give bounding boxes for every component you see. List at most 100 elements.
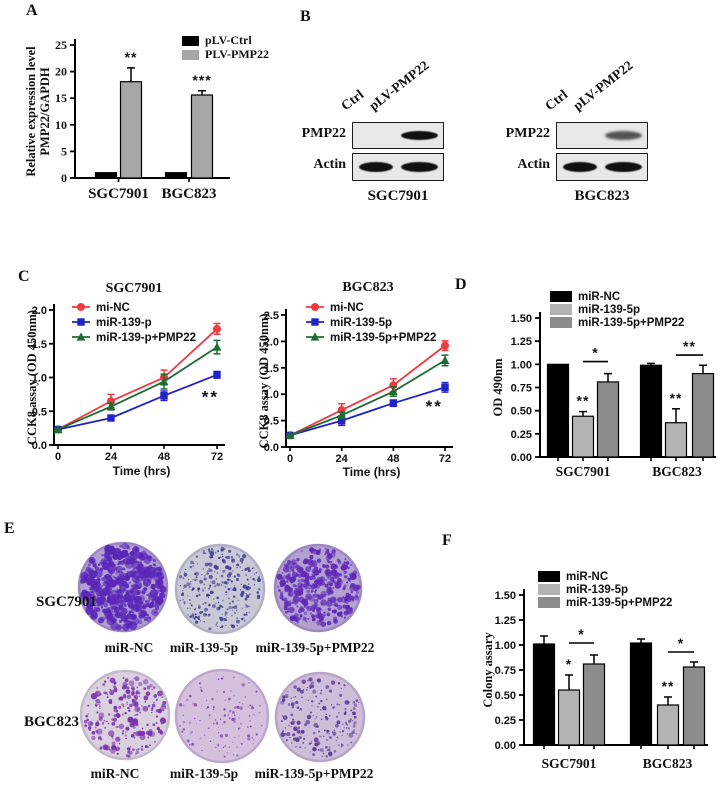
colony-dot <box>233 587 236 589</box>
colony-dot <box>310 561 316 567</box>
colony-dot <box>331 579 335 583</box>
colony-dot <box>221 723 224 725</box>
x-tick-label: 72 <box>211 451 223 463</box>
colony-dot <box>335 723 339 728</box>
colony-dot <box>341 730 345 733</box>
colony-dot <box>106 586 111 591</box>
colony-dot <box>332 706 335 709</box>
colony-dot <box>134 580 138 584</box>
colony-dot <box>310 549 315 553</box>
colony-dot <box>336 736 339 739</box>
colony-dot <box>221 553 223 556</box>
colony-dot <box>124 596 128 600</box>
colony-dot <box>247 734 251 738</box>
colony-dot <box>193 717 196 720</box>
blot-box-pmp22 <box>352 122 444 149</box>
colony-dot <box>112 551 121 560</box>
colony-dot <box>195 594 199 598</box>
colony-dot <box>152 723 156 727</box>
colony-dot <box>293 616 300 622</box>
colony-dishes-sgc7901 <box>77 541 363 635</box>
colony-dot <box>151 605 155 608</box>
colony-dot <box>282 598 285 602</box>
colony-dot <box>341 566 344 570</box>
colony-dot <box>315 606 319 609</box>
colony-dot <box>233 714 236 716</box>
data-line <box>57 328 218 431</box>
colony-dot <box>119 572 125 578</box>
colony-dot <box>342 586 346 590</box>
colony-dot <box>81 590 89 597</box>
colony-dot <box>346 724 349 726</box>
colony-dot <box>350 597 354 601</box>
colony-dot <box>347 567 350 570</box>
y-tick-label: 0.5 <box>264 416 279 428</box>
colony-dot <box>296 605 299 608</box>
colony-dot <box>253 714 255 716</box>
legend-label: miR-139-p+PMP22 <box>96 332 196 344</box>
colony-dot <box>320 582 323 586</box>
colony-dot <box>109 545 115 551</box>
colony-dot <box>88 607 93 612</box>
colony-dot <box>209 555 212 559</box>
colony-dot <box>332 573 338 580</box>
colony-dot <box>357 701 360 704</box>
colony-dot <box>327 607 331 611</box>
colony-dot <box>124 734 128 737</box>
colony-dot <box>334 574 337 577</box>
colony-dot <box>184 568 187 571</box>
colony-dot <box>148 603 154 609</box>
colony-dot <box>141 604 147 610</box>
colony-dot <box>328 752 333 757</box>
colony-dot <box>326 612 331 617</box>
colony-dot <box>338 712 340 714</box>
colony-dot <box>291 615 297 621</box>
colony-dot <box>136 585 140 589</box>
colony-dot <box>107 549 111 553</box>
colony-dot <box>113 681 117 685</box>
colony-dot <box>327 581 332 586</box>
colony-dot <box>142 610 146 614</box>
colony-dot <box>239 722 242 725</box>
colony-dot <box>143 553 149 559</box>
colony-dot <box>241 590 245 595</box>
colony-dot <box>118 723 125 730</box>
colony-dot <box>307 595 310 598</box>
colony-dot <box>355 732 358 735</box>
colony-dot <box>104 553 111 559</box>
colony-dot <box>345 592 350 597</box>
colony-dot <box>133 573 137 577</box>
colony-dot <box>189 583 192 585</box>
colony-dot <box>128 610 132 614</box>
colony-dot <box>130 691 135 696</box>
colony-dot <box>91 575 95 579</box>
colony-dot <box>300 588 304 592</box>
colony-dot <box>207 613 211 617</box>
colony-dot <box>213 598 215 600</box>
colony-dot <box>188 578 190 581</box>
colony-dot <box>208 627 212 631</box>
colony-dot <box>112 605 117 611</box>
colony-dot <box>116 713 121 719</box>
colony-dot <box>349 607 353 612</box>
colony-dish <box>174 668 270 764</box>
colony-dot <box>331 609 336 614</box>
colony-dot <box>140 748 144 751</box>
colony-dot <box>92 586 96 590</box>
colony-dot <box>335 739 338 742</box>
colony-dot <box>309 548 313 551</box>
colony-dot <box>312 574 316 578</box>
colony-dot <box>96 728 103 735</box>
marker-triangle <box>337 410 347 419</box>
colony-dot <box>114 618 118 622</box>
colony-dot <box>208 603 211 607</box>
colony-dot <box>89 579 95 585</box>
colony-dot <box>161 709 165 712</box>
colony-dot <box>344 700 350 705</box>
colony-dot <box>148 616 152 620</box>
colony-dot <box>318 619 322 623</box>
colony-dot <box>319 748 324 752</box>
colony-dot <box>87 713 90 715</box>
y-tick-label: 1.00 <box>511 359 532 371</box>
colony-dot <box>327 576 330 580</box>
